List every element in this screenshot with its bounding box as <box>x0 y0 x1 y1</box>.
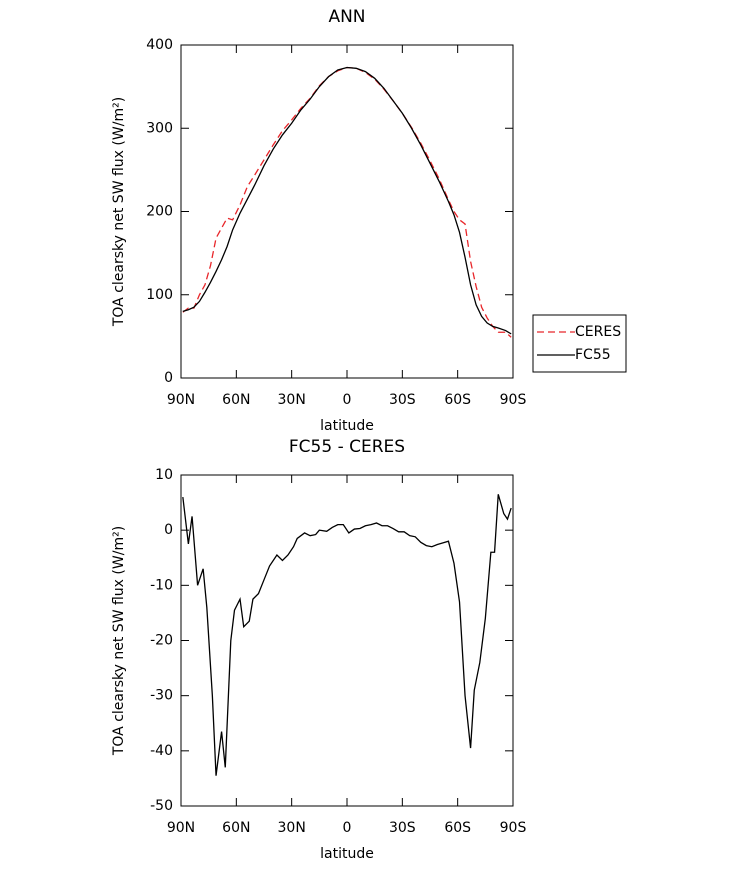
x-tick-label: 60N <box>222 392 250 408</box>
y-tick-label: 200 <box>146 204 173 220</box>
data-line <box>182 66 512 338</box>
y-axis-label: TOA clearsky net SW flux (W/m²) <box>111 97 127 327</box>
y-axis-label: TOA clearsky net SW flux (W/m²) <box>111 526 127 756</box>
x-tick-label: 90S <box>500 820 527 836</box>
legend-label: FC55 <box>575 347 611 363</box>
x-tick-label: 30N <box>278 820 306 836</box>
y-tick-label: 400 <box>146 37 173 53</box>
y-tick-label: 10 <box>155 467 173 483</box>
x-tick-label: 0 <box>343 820 352 836</box>
y-tick-label: -10 <box>150 577 173 593</box>
x-tick-label: 60S <box>444 820 471 836</box>
chart-title: ANN <box>328 7 365 27</box>
x-tick-label: 30S <box>389 820 416 836</box>
data-line <box>182 66 512 335</box>
y-tick-label: 100 <box>146 287 173 303</box>
plot-frame <box>180 44 514 379</box>
legend-label: CERES <box>575 324 621 340</box>
x-tick-label: 0 <box>343 392 352 408</box>
legend-box <box>532 314 627 373</box>
y-tick-label: 300 <box>146 120 173 136</box>
y-tick-label: -20 <box>150 633 173 649</box>
x-tick-label: 60N <box>222 820 250 836</box>
x-tick-label: 90N <box>167 392 195 408</box>
y-tick-label: -30 <box>150 688 173 704</box>
y-tick-label: 0 <box>164 370 173 386</box>
x-tick-label: 30N <box>278 392 306 408</box>
x-tick-label: 60S <box>444 392 471 408</box>
y-tick-label: -40 <box>150 743 173 759</box>
x-tick-label: 90N <box>167 820 195 836</box>
x-tick-label: 90S <box>500 392 527 408</box>
chart-title: FC55 - CERES <box>289 437 405 457</box>
data-line <box>182 494 512 776</box>
x-axis-label: latitude <box>320 418 374 434</box>
x-tick-label: 30S <box>389 392 416 408</box>
y-tick-label: 0 <box>164 522 173 538</box>
y-tick-label: -50 <box>150 798 173 814</box>
x-axis-label: latitude <box>320 846 374 862</box>
